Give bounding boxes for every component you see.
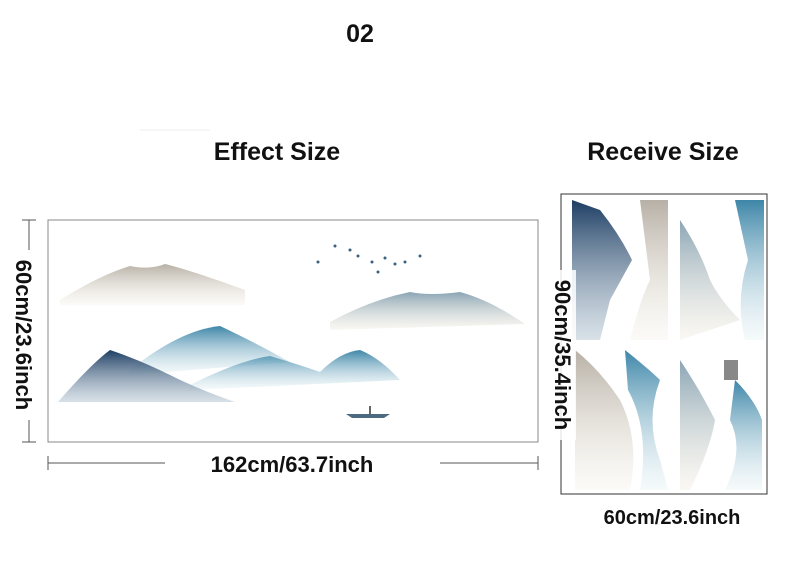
label-bg	[165, 448, 440, 478]
sheet-art	[572, 200, 632, 340]
mountain	[190, 350, 400, 390]
sheet-art	[625, 350, 668, 490]
sheet-art	[725, 380, 762, 490]
mountain	[58, 350, 235, 402]
effect-panel	[47, 219, 539, 443]
effect-title: Effect Size	[214, 138, 341, 166]
effect-frame	[47, 219, 539, 443]
effect-height: 60cm/23.6inch	[11, 260, 36, 410]
receive-width: 60cm/23.6inch	[604, 507, 741, 529]
mountain	[60, 264, 245, 305]
sheet-art	[680, 220, 740, 340]
receive-panel	[560, 193, 768, 495]
sheet-art	[575, 350, 634, 490]
receive-title: Receive Size	[587, 138, 739, 166]
page-number: 02	[346, 20, 374, 48]
boat	[346, 414, 390, 418]
mountain	[330, 292, 525, 330]
effect-width: 162cm/63.7inch	[211, 452, 374, 477]
label-bg	[550, 270, 576, 440]
sheet-boat	[724, 360, 738, 380]
sheet-art	[680, 360, 715, 490]
sheet-art	[735, 200, 764, 340]
sheet-art	[630, 200, 668, 340]
receive-height: 90cm/35.4inch	[550, 280, 575, 430]
label-bg	[14, 250, 44, 420]
birds	[316, 244, 422, 274]
